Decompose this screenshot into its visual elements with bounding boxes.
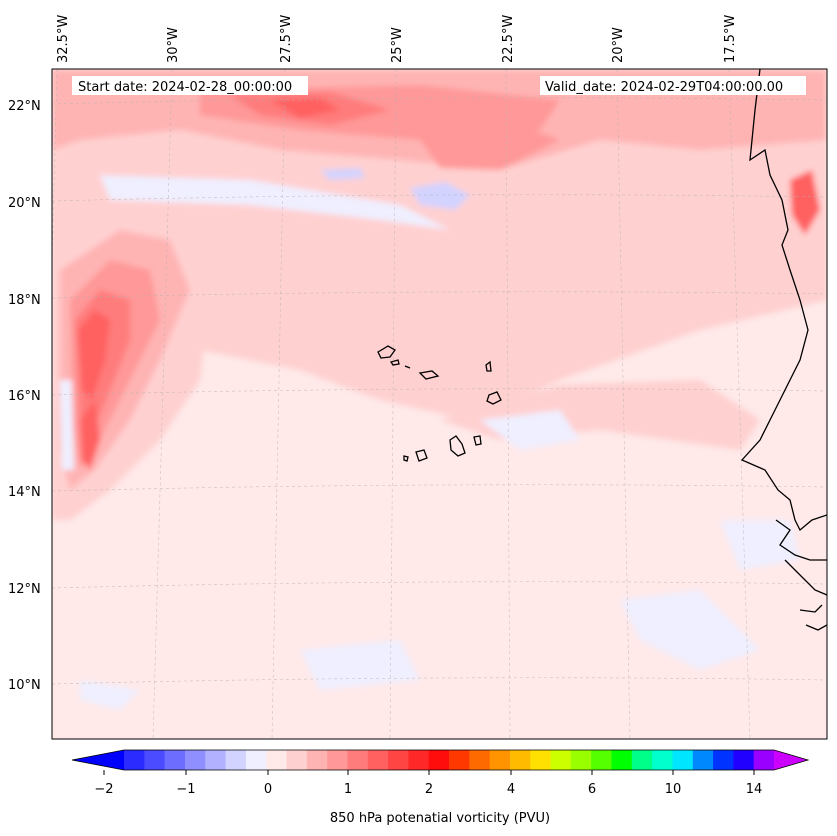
colorbar-segment (713, 750, 734, 770)
lon-label: 20°W (611, 27, 626, 63)
lat-label: 16°N (8, 389, 41, 404)
colorbar-extend-left (72, 750, 124, 770)
lat-label: 10°N (8, 678, 41, 693)
colorbar-tick-label: 0 (264, 782, 272, 797)
map-gridlines (52, 69, 827, 739)
colorbar-tick-label: 10 (665, 782, 682, 797)
colorbar-segment (428, 750, 450, 770)
colorbar-segment (570, 750, 592, 770)
lat-label: 12°N (8, 582, 41, 597)
colorbar-segment (164, 750, 186, 770)
lat-label: 18°N (8, 293, 41, 308)
colorbar-segment (184, 750, 206, 770)
lon-label: 25°W (390, 27, 405, 63)
coastlines (377, 69, 827, 631)
colorbar-segment (449, 750, 470, 770)
colorbar-segment (692, 750, 714, 770)
colorbar-segment (530, 750, 551, 770)
lon-label: 30°W (166, 27, 181, 63)
colorbar-segment (306, 750, 328, 770)
colorbar-segment (733, 750, 755, 770)
colorbar-tick-label: 6 (588, 782, 596, 797)
lat-label: 14°N (8, 485, 41, 500)
colorbar-outline (71, 749, 810, 771)
colorbar-tick-label: 4 (507, 782, 515, 797)
colorbar-segment (591, 750, 612, 770)
colorbar-segment (509, 750, 531, 770)
colorbar-segment (327, 750, 348, 770)
colorbar-segment (286, 750, 308, 770)
colorbar-segment (266, 750, 287, 770)
colorbar-tick-labels: −2 −1 0 1 2 4 6 10 14 (94, 782, 762, 797)
valid-date-label: Valid_date: 2024-02-29T04:00:00.00 (545, 80, 783, 95)
longitude-labels: 32.5°W 30°W 27.5°W 25°W 22.5°W 20°W 17.5… (56, 15, 738, 63)
colorbar-segment (550, 750, 572, 770)
colorbar-segment (205, 750, 226, 770)
colorbar-segment (489, 750, 511, 770)
lat-label: 22°N (8, 99, 41, 114)
colorbar-extend-right (774, 750, 808, 770)
colorbar-label: 850 hPa potenatial vorticity (PVU) (330, 811, 550, 826)
colorbar-segment (367, 750, 389, 770)
colorbar-segment (611, 750, 633, 770)
colorbar-segment (469, 750, 491, 770)
colorbar-segment (347, 750, 369, 770)
lon-label: 22.5°W (501, 15, 516, 63)
colorbar-tick-label: 1 (344, 782, 352, 797)
pv-field (52, 69, 827, 739)
valid-date-box (540, 76, 806, 95)
lon-label: 17.5°W (723, 15, 738, 63)
colorbar-segment (225, 750, 247, 770)
colorbar-segment (245, 750, 267, 770)
latitude-labels: 22°N 20°N 18°N 16°N 14°N 12°N 10°N (8, 99, 41, 693)
colorbar-tick-label: 14 (746, 782, 763, 797)
colorbar-tick-label: −1 (176, 782, 195, 797)
lon-label: 32.5°W (56, 15, 71, 63)
colorbar-segment (753, 750, 775, 770)
lon-label: 27.5°W (279, 15, 294, 63)
start-date-label: Start date: 2024-02-28_00:00:00 (78, 80, 292, 95)
colorbar-tick-label: −2 (94, 782, 113, 797)
colorbar-segment (631, 750, 653, 770)
colorbar-tick-label: 2 (425, 782, 433, 797)
colorbar: −2 −1 0 1 2 4 6 10 14 850 hPa potenatial… (71, 749, 810, 826)
colorbar-segment (672, 750, 694, 770)
colorbar-segment (408, 750, 430, 770)
colorbar-segment (652, 750, 673, 770)
colorbar-segments (124, 750, 775, 770)
colorbar-ticks (103, 770, 755, 775)
lat-label: 20°N (8, 196, 41, 211)
map-frame (51, 68, 828, 740)
colorbar-segment (124, 750, 145, 770)
colorbar-segment (144, 750, 166, 770)
start-date-box (72, 76, 308, 95)
colorbar-segment (388, 750, 409, 770)
